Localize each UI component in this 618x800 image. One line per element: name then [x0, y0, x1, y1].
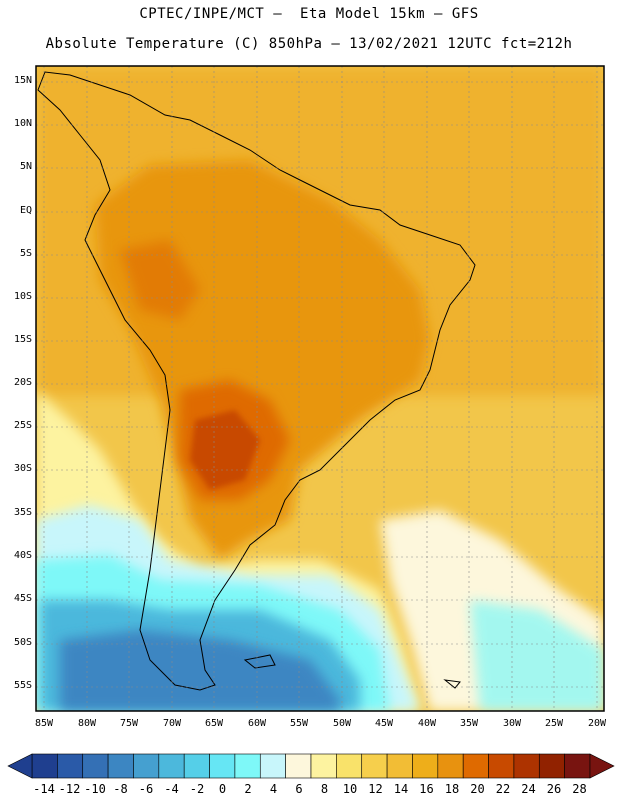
- colorbar-label: 14: [393, 782, 409, 796]
- map-title-line-1: CPTEC/INPE/MCT – Eta Model 15km – GFS: [139, 6, 479, 22]
- colorbar-swatch: [336, 753, 363, 779]
- colorbar-label: -8: [113, 782, 128, 796]
- latitude-label: 5S: [19, 248, 32, 259]
- colorbar-label: 20: [470, 782, 485, 796]
- colorbar-swatch: [564, 753, 591, 779]
- colorbar-label: 10: [342, 782, 358, 796]
- colorbar-label: 24: [521, 782, 536, 796]
- latitude-label: 40S: [13, 550, 32, 561]
- colorbar-label: 28: [572, 782, 587, 796]
- colorbar-swatch: [412, 753, 439, 779]
- coastlines: [37, 71, 476, 691]
- colorbar-swatch: [31, 753, 58, 779]
- colorbar-swatch: [310, 753, 337, 779]
- colorbar-label: 6: [295, 782, 303, 796]
- colorbar-swatch: [183, 753, 210, 779]
- latitude-label: 15S: [13, 334, 32, 345]
- colorbar-label: 2: [244, 782, 252, 796]
- colorbar-swatch: [57, 753, 84, 779]
- colorbar-label: -2: [189, 782, 205, 796]
- latitude-label: 10N: [13, 118, 32, 129]
- colorbar-swatch: [513, 753, 540, 779]
- colorbar: [7, 753, 615, 779]
- colorbar-label: 0: [218, 782, 227, 796]
- latitude-label: 35S: [13, 507, 32, 518]
- colorbar-label: 16: [419, 782, 434, 796]
- map-frame: [35, 65, 605, 712]
- latitude-label: 10S: [13, 291, 32, 302]
- temperature-field: [36, 66, 604, 711]
- longitude-label: 25W: [544, 718, 564, 729]
- longitude-label: 55W: [289, 718, 309, 729]
- longitude-label: 20W: [587, 718, 607, 729]
- colorbar-label: 8: [320, 782, 329, 796]
- map-title-line-2: Absolute Temperature (C) 850hPa – 13/02/…: [45, 36, 573, 52]
- latitude-label: 5N: [19, 161, 32, 172]
- latitude-label: EQ: [19, 205, 32, 216]
- longitude-label: 85W: [34, 718, 54, 729]
- colorbar-swatch: [107, 753, 134, 779]
- colorbar-label: -10: [84, 782, 106, 796]
- colorbar-label: 12: [368, 782, 383, 796]
- colorbar-label: -14: [33, 782, 55, 796]
- colorbar-swatch: [259, 753, 286, 779]
- colorbar-swatch: [386, 753, 413, 779]
- colorbar-swatch: [82, 753, 109, 779]
- latitude-label: 15N: [13, 75, 32, 86]
- longitude-label: 60W: [247, 718, 267, 729]
- latitude-label: 30S: [13, 463, 32, 474]
- latitude-label: 50S: [13, 637, 32, 648]
- longitude-label: 30W: [502, 718, 522, 729]
- colorbar-label: -4: [164, 782, 179, 796]
- longitude-label: 70W: [162, 718, 182, 729]
- colorbar-swatch: [133, 753, 160, 779]
- colorbar-label: -12: [58, 782, 81, 796]
- longitude-label: 50W: [332, 718, 352, 729]
- colorbar-label: -6: [138, 782, 154, 796]
- colorbar-swatch: [158, 753, 185, 779]
- colorbar-label: 18: [444, 782, 460, 796]
- colorbar-swatch: [234, 753, 261, 779]
- colorbar-swatch: [209, 753, 236, 779]
- colorbar-right-arrow: [589, 753, 615, 779]
- longitude-label: 75W: [119, 718, 139, 729]
- longitude-label: 80W: [77, 718, 97, 729]
- latitude-label: 45S: [13, 593, 32, 604]
- longitude-label: 35W: [459, 718, 479, 729]
- latitude-label: 55S: [13, 680, 32, 691]
- colorbar-swatch: [538, 753, 565, 779]
- colorbar-swatch: [285, 753, 312, 779]
- colorbar-left-arrow: [7, 753, 33, 779]
- colorbar-swatch: [437, 753, 464, 779]
- colorbar-swatch: [488, 753, 515, 779]
- colorbar-label: 4: [269, 782, 278, 796]
- longitude-label: 40W: [417, 718, 437, 729]
- colorbar-swatch: [462, 753, 489, 779]
- colorbar-label: 26: [546, 782, 562, 796]
- latitude-label: 25S: [13, 420, 32, 431]
- longitude-label: 65W: [204, 718, 224, 729]
- latitude-label: 20S: [13, 377, 32, 388]
- longitude-label: 45W: [374, 718, 394, 729]
- colorbar-label: 22: [495, 782, 511, 796]
- colorbar-swatch: [361, 753, 388, 779]
